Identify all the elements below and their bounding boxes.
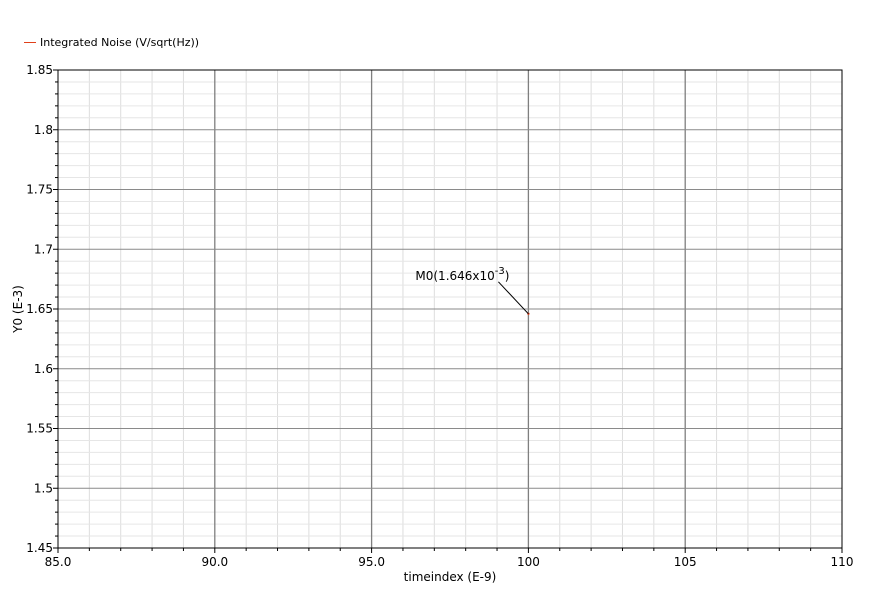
x-tick-label: 110 <box>831 555 854 569</box>
marker-leader-line <box>498 281 529 315</box>
y-tick-label: 1.45 <box>26 541 53 555</box>
x-tick-label: 90.0 <box>201 555 228 569</box>
marker-label: M0(1.646x10-3) <box>415 266 509 283</box>
y-tick-label: 1.6 <box>34 362 53 376</box>
y-tick-label: 1.55 <box>26 422 53 436</box>
legend: Integrated Noise (V/sqrt(Hz)) <box>24 36 199 49</box>
y-tick-label: 1.85 <box>26 63 53 77</box>
x-tick-label: 105 <box>674 555 697 569</box>
legend-label: Integrated Noise (V/sqrt(Hz)) <box>40 36 200 49</box>
y-axis-title: Y0 (E-3) <box>11 285 25 334</box>
x-tick-label: 85.0 <box>45 555 72 569</box>
x-axis-title: timeindex (E-9) <box>404 570 497 584</box>
y-tick-label: 1.7 <box>34 242 53 256</box>
x-tick-label: 95.0 <box>358 555 385 569</box>
y-tick-label: 1.8 <box>34 123 53 137</box>
legend-line-swatch <box>24 42 36 43</box>
y-tick-label: 1.65 <box>26 302 53 316</box>
y-tick-label: 1.75 <box>26 183 53 197</box>
x-tick-label: 100 <box>517 555 540 569</box>
y-tick-label: 1.5 <box>34 481 53 495</box>
